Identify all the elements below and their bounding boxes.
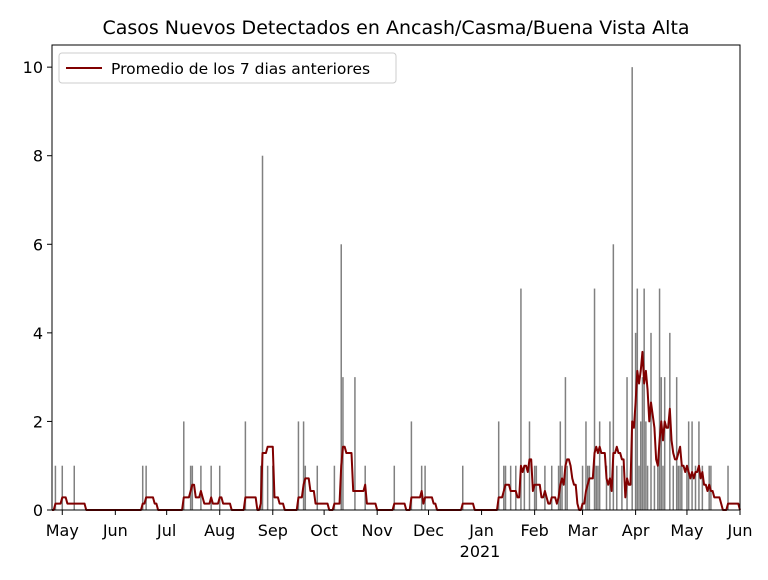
bar <box>597 466 599 510</box>
bar <box>561 466 563 510</box>
bar <box>688 421 690 510</box>
x-tick-label: Feb <box>520 521 548 540</box>
bar <box>599 421 601 510</box>
bar <box>565 377 567 510</box>
bar <box>661 377 663 510</box>
bar <box>673 466 675 510</box>
bar <box>657 466 659 510</box>
bar <box>642 377 644 510</box>
bar <box>676 377 678 510</box>
bar <box>609 421 611 510</box>
bar <box>664 377 666 510</box>
x-tick-label: Jun <box>102 521 128 540</box>
x-tick-label: Nov <box>362 521 393 540</box>
bar <box>560 421 562 510</box>
x-tick-label: Mar <box>567 521 598 540</box>
y-tick-label: 0 <box>33 501 43 520</box>
bar <box>662 466 664 510</box>
bar <box>200 466 202 510</box>
bar <box>515 466 517 510</box>
bar <box>640 421 642 510</box>
x-tick-label: Apr <box>622 521 650 540</box>
bar <box>654 466 656 510</box>
bar <box>659 289 661 510</box>
bar <box>267 466 269 510</box>
bar <box>536 466 538 510</box>
bar <box>679 466 681 510</box>
bar <box>647 466 649 510</box>
bar <box>637 289 639 510</box>
bar <box>616 466 618 510</box>
bar <box>551 466 553 510</box>
bar <box>594 289 596 510</box>
bar <box>210 466 212 510</box>
bar <box>650 333 652 510</box>
x-tick-label: May <box>46 521 79 540</box>
bar <box>342 377 344 510</box>
bar <box>589 466 591 510</box>
x-tick-label: Sep <box>258 521 288 540</box>
bar <box>544 466 546 510</box>
bar <box>524 466 526 510</box>
x-tick-label: Jan <box>468 521 494 540</box>
x-tick-label: Oct <box>310 521 338 540</box>
x-year-label: 2021 <box>460 542 501 561</box>
x-tick-label: May <box>670 521 703 540</box>
bar <box>566 466 568 510</box>
legend: Promedio de los 7 dias anteriores <box>59 53 396 83</box>
bar <box>686 466 688 510</box>
y-tick-label: 10 <box>23 58 43 77</box>
x-tick-label: Aug <box>204 521 235 540</box>
bar <box>645 421 647 510</box>
bars-layer <box>55 67 729 510</box>
bar <box>638 466 640 510</box>
y-tick-label: 6 <box>33 235 43 254</box>
bar <box>421 466 423 510</box>
bar <box>678 466 680 510</box>
bar <box>595 466 597 510</box>
x-tick-label: Dec <box>413 521 444 540</box>
bar <box>681 466 683 510</box>
bar <box>424 466 426 510</box>
x-tick-label: Jun <box>727 521 753 540</box>
bar <box>219 466 221 510</box>
y-tick-label: 4 <box>33 324 43 343</box>
bar <box>621 466 623 510</box>
legend-label: Promedio de los 7 dias anteriores <box>111 60 370 78</box>
bar <box>62 466 64 510</box>
bar <box>145 466 147 510</box>
bar <box>691 421 693 510</box>
y-tick-label: 8 <box>33 147 43 166</box>
bar <box>305 466 307 510</box>
bar <box>303 421 305 510</box>
chart-title: Casos Nuevos Detectados en Ancash/Casma/… <box>102 17 689 39</box>
x-tick-label: Jul <box>156 521 176 540</box>
y-tick-label: 2 <box>33 412 43 431</box>
bar <box>643 289 645 510</box>
